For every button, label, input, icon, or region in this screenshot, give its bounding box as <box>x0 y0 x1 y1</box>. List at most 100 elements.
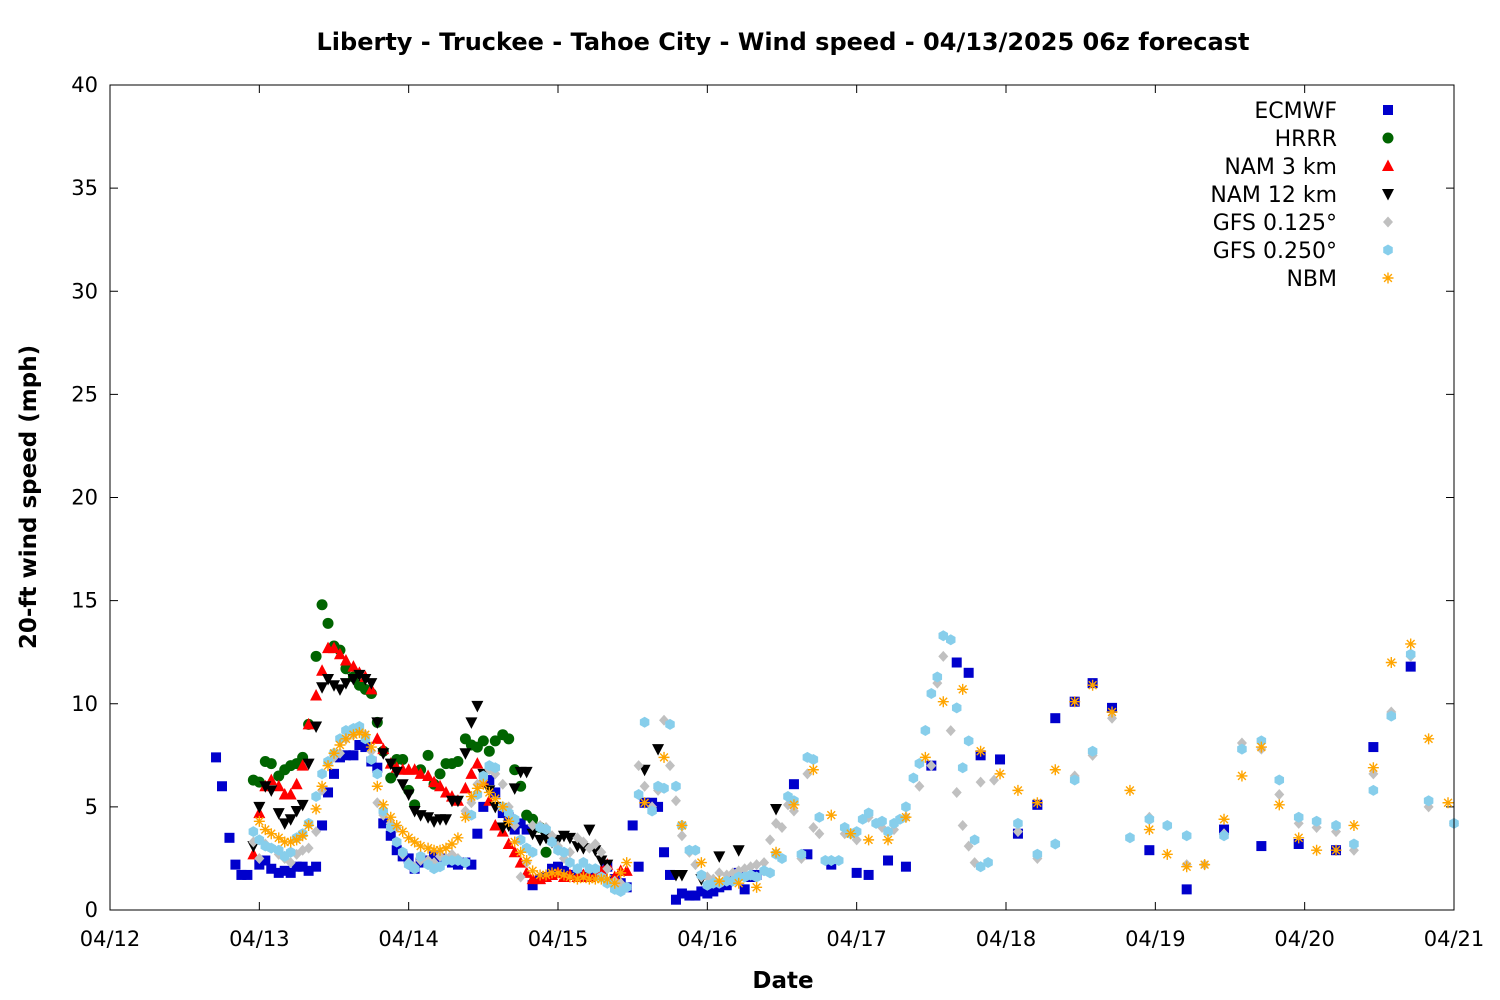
nbm-point <box>571 873 583 885</box>
nbm-point <box>595 873 607 885</box>
ecmwf-point <box>378 818 389 829</box>
nbm-point <box>552 867 564 879</box>
nbm-point <box>1049 764 1061 776</box>
nam-3-km-point <box>440 785 452 798</box>
gfs-0-250-point <box>354 720 365 732</box>
gfs-0-125-point <box>665 760 675 772</box>
nbm-point <box>415 840 427 852</box>
ecmwf-point <box>285 867 296 878</box>
ecmwf-point <box>995 754 1006 765</box>
nam-3-km-point <box>414 767 427 779</box>
legend-label-nbm: NBM <box>1286 267 1337 292</box>
nbm-point <box>733 877 745 889</box>
nbm-point <box>509 836 521 848</box>
nbm-point <box>273 832 285 844</box>
nam-3-km-point <box>290 777 303 790</box>
gfs-0-250-point <box>1032 848 1043 860</box>
gfs-0-250-point <box>690 844 701 856</box>
nam-3-km-point <box>316 664 329 676</box>
y-tick-label: 10 <box>71 692 98 716</box>
nam-3-km-point <box>459 781 472 794</box>
y-tick-label: 35 <box>71 176 98 200</box>
hrrr-point <box>385 772 397 784</box>
ecmwf-point <box>702 888 713 899</box>
gfs-0-250-point <box>826 855 837 866</box>
nam-12-km-point <box>365 678 378 690</box>
hrrr-point <box>422 749 434 761</box>
legend-label-nam-12-km: NAM 12 km <box>1210 183 1337 208</box>
nam-12-km-point <box>339 678 352 690</box>
nam-12-km-point <box>402 789 415 801</box>
nam-3-km-point <box>371 732 384 744</box>
gfs-0-250-point <box>796 848 807 860</box>
gfs-0-250-point <box>273 844 284 856</box>
nam-12-km-point <box>384 758 397 771</box>
nbm-point <box>285 836 297 848</box>
series-nbm <box>253 638 1454 893</box>
nbm-point <box>316 780 328 792</box>
ecmwf-point <box>515 818 526 829</box>
y-axis-label: 20-ft wind speed (mph) <box>16 345 42 649</box>
gfs-0-250-point <box>751 871 762 883</box>
nam-3-km-point <box>489 818 502 831</box>
x-tick-label: 04/18 <box>976 927 1037 951</box>
nam-12-km-point <box>675 869 688 882</box>
chart-title: Liberty - Truckee - Tahoe City - Wind sp… <box>317 28 1250 56</box>
ecmwf-point <box>266 863 277 874</box>
nbm-point <box>658 751 670 763</box>
legend-label-nam-3-km: NAM 3 km <box>1224 155 1337 180</box>
gfs-0-125-point <box>670 795 681 807</box>
gfs-0-250-point <box>248 826 259 838</box>
nam-12-km-point <box>290 806 303 818</box>
nbm-point <box>1273 799 1285 811</box>
ecmwf-point <box>303 865 314 876</box>
gfs-0-250-point <box>372 768 383 780</box>
gfs-0-250-point <box>1069 774 1080 786</box>
legend-marker-nam-12-km <box>1382 189 1394 201</box>
gfs-0-125-point <box>254 852 265 864</box>
nbm-point <box>863 834 875 846</box>
y-tick-label: 15 <box>71 589 98 613</box>
ecmwf-point <box>429 851 440 862</box>
nbm-point <box>353 727 365 739</box>
ecmwf-point <box>490 787 501 798</box>
nam-12-km-point <box>451 795 464 808</box>
legend-label-ecmwf: ECMWF <box>1254 99 1337 124</box>
nbm-point <box>1087 679 1099 691</box>
nbm-point <box>385 811 397 823</box>
gfs-0-250-point <box>415 850 426 862</box>
hrrr-point <box>265 758 277 770</box>
gfs-0-250-point <box>621 881 632 893</box>
gfs-0-250-point <box>541 824 551 836</box>
ecmwf-point <box>1405 661 1416 672</box>
nbm-point <box>1106 706 1118 718</box>
nbm-point <box>489 793 501 805</box>
gfs-0-250-point <box>1331 819 1341 831</box>
gfs-0-125-point <box>945 725 956 737</box>
gfs-0-250-point <box>963 735 974 747</box>
nbm-point <box>303 819 315 831</box>
ecmwf-point <box>254 859 265 870</box>
gfs-0-250-point <box>547 836 557 848</box>
gfs-0-250-point <box>285 846 296 858</box>
nbm-point <box>365 741 377 753</box>
x-axis-label: Date <box>752 968 813 994</box>
nam-3-km-point <box>465 767 478 779</box>
ecmwf-point <box>217 781 227 792</box>
gfs-0-250-point <box>341 725 351 737</box>
nbm-point <box>279 836 291 848</box>
nam-12-km-point <box>333 684 346 696</box>
nbm-point <box>845 828 857 840</box>
nbm-point <box>422 842 434 854</box>
nam-12-km-point <box>302 758 315 771</box>
ecmwf-point <box>708 886 719 897</box>
nam-3-km-point <box>328 641 340 654</box>
ecmwf-point <box>696 886 707 897</box>
ecmwf-point <box>851 867 862 878</box>
ecmwf-point <box>297 861 308 872</box>
nbm-point <box>564 871 576 883</box>
nam-12-km-point <box>595 855 608 867</box>
gfs-0-250-point <box>435 861 445 873</box>
gfs-0-125-point <box>639 780 650 792</box>
ecmwf-point <box>863 869 874 880</box>
